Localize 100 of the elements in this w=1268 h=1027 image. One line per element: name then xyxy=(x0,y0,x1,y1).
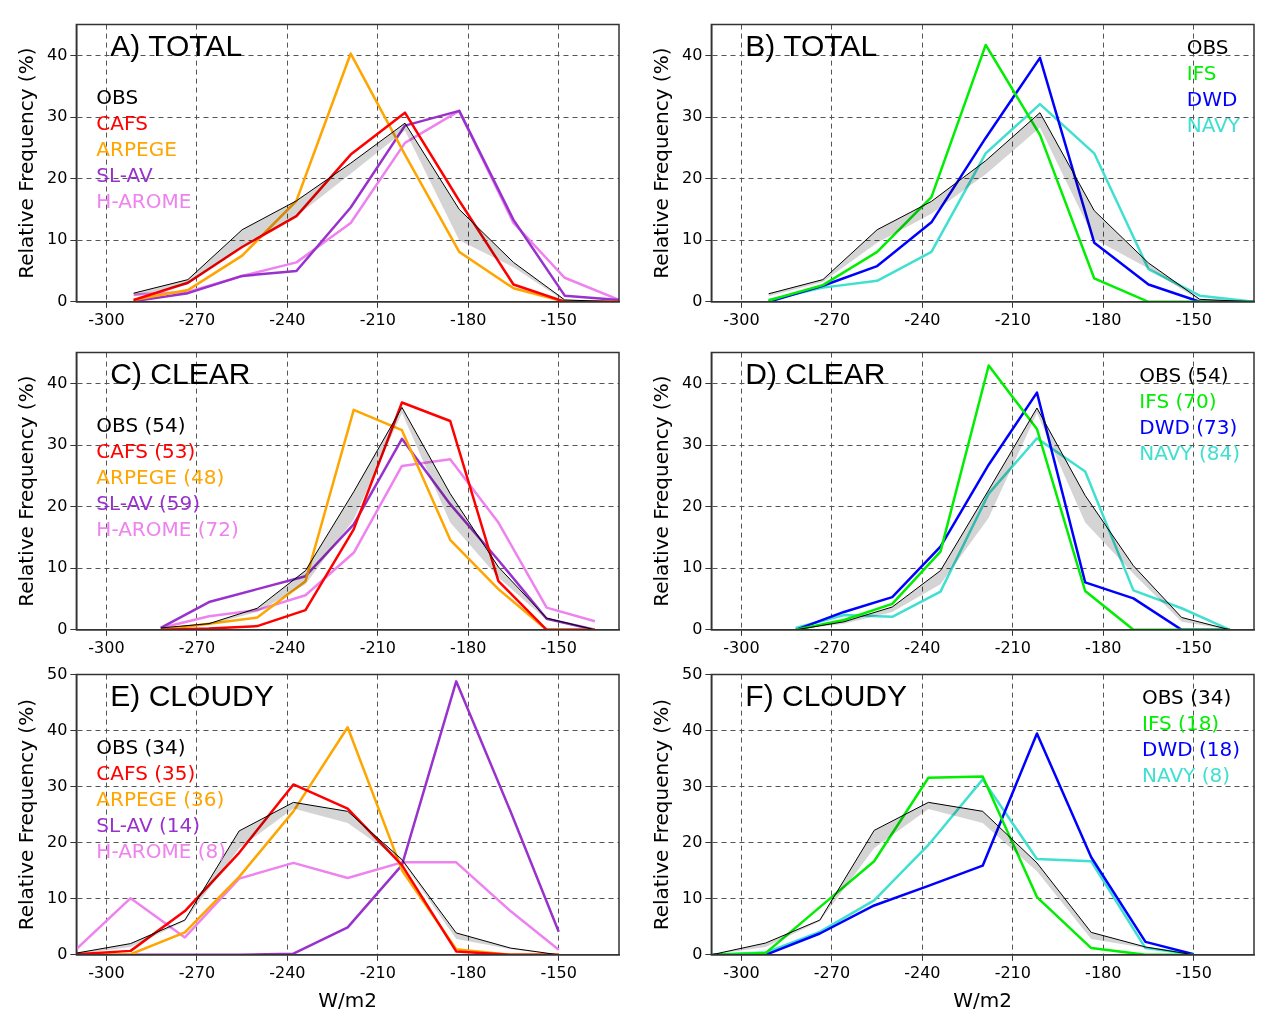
text: DWD (18) xyxy=(1142,736,1241,761)
y-tick-label: 20 xyxy=(47,495,68,515)
text: SL-AV (14) xyxy=(96,812,201,837)
x-tick-label: -150 xyxy=(540,962,577,982)
y-tick-label: 0 xyxy=(692,290,703,310)
y-tick-label: 40 xyxy=(682,372,703,392)
y-tick-label: 20 xyxy=(682,167,703,187)
y-tick-label: 40 xyxy=(47,372,68,392)
y-tick-label: 0 xyxy=(692,943,703,963)
y-tick-label: 20 xyxy=(682,495,703,515)
text: OBS (54) xyxy=(1139,362,1229,387)
chart-title: B) TOTAL xyxy=(745,28,878,62)
x-tick-label: -240 xyxy=(904,962,941,982)
y-tick-label: 30 xyxy=(682,106,703,126)
y-axis-title: Relative Frequency (%) xyxy=(14,699,39,931)
y-tick-label: 30 xyxy=(47,775,68,795)
text: OBS (34) xyxy=(1142,684,1232,709)
x-tick-label: -180 xyxy=(1085,962,1122,982)
text: ARPEGE (48) xyxy=(96,464,225,489)
x-tick-label: -270 xyxy=(178,962,216,982)
x-axis-title: W/m2 xyxy=(318,988,378,1013)
y-axis-title: Relative Frequency (%) xyxy=(14,47,39,279)
y-tick-label: 30 xyxy=(682,775,703,795)
y-tick-label: 10 xyxy=(47,229,68,249)
text: OBS xyxy=(96,84,139,109)
text: DWD xyxy=(1186,86,1238,111)
y-axis-title: Relative Frequency (%) xyxy=(14,375,39,607)
x-tick-label: -150 xyxy=(1175,309,1212,329)
x-tick-label: -270 xyxy=(813,637,851,657)
y-axis-title: Relative Frequency (%) xyxy=(649,47,674,279)
y-tick-label: 20 xyxy=(47,831,68,851)
x-tick-label: -300 xyxy=(88,637,125,657)
y-tick-label: 40 xyxy=(47,719,68,739)
x-tick-label: -210 xyxy=(994,309,1031,329)
y-axis-title: Relative Frequency (%) xyxy=(649,375,674,607)
chart-title: E) CLOUDY xyxy=(110,678,274,712)
x-tick-label: -180 xyxy=(450,962,487,982)
y-axis-title: Relative Frequency (%) xyxy=(649,699,674,931)
text: OBS (54) xyxy=(96,412,186,437)
y-tick-label: 10 xyxy=(682,229,703,249)
x-tick-label: -270 xyxy=(813,309,851,329)
x-tick-label: -210 xyxy=(994,637,1031,657)
y-tick-label: 0 xyxy=(692,618,703,638)
text: NAVY (84) xyxy=(1139,440,1241,465)
x-tick-label: -300 xyxy=(723,309,760,329)
x-tick-label: -150 xyxy=(540,637,577,657)
x-tick-label: -210 xyxy=(359,309,396,329)
text: DWD (73) xyxy=(1139,414,1238,439)
y-tick-label: 10 xyxy=(47,887,68,907)
x-tick-label: -240 xyxy=(904,637,941,657)
y-tick-label: 30 xyxy=(682,434,703,454)
x-tick-label: -210 xyxy=(359,637,396,657)
text: H-AROME xyxy=(96,188,192,213)
x-tick-label: -240 xyxy=(269,962,306,982)
x-tick-label: -150 xyxy=(540,309,577,329)
x-tick-label: -150 xyxy=(1175,962,1212,982)
x-tick-label: -180 xyxy=(1085,637,1122,657)
y-tick-label: 50 xyxy=(47,663,68,683)
x-tick-label: -180 xyxy=(450,309,487,329)
y-tick-label: 10 xyxy=(47,557,68,577)
x-tick-label: -240 xyxy=(269,637,306,657)
x-tick-label: -240 xyxy=(904,309,941,329)
x-tick-label: -270 xyxy=(813,962,851,982)
x-tick-label: -240 xyxy=(269,309,306,329)
text: NAVY xyxy=(1186,112,1241,137)
x-tick-label: -270 xyxy=(178,637,216,657)
text: H-AROME (72) xyxy=(96,516,239,541)
x-tick-label: -180 xyxy=(450,637,487,657)
y-tick-label: 0 xyxy=(57,290,68,310)
text: ARPEGE (36) xyxy=(96,786,225,811)
x-tick-label: -150 xyxy=(1175,637,1212,657)
text: CAFS (53) xyxy=(96,438,196,463)
x-axis-title: W/m2 xyxy=(953,988,1013,1013)
x-tick-label: -270 xyxy=(178,309,216,329)
text: IFS xyxy=(1186,60,1217,85)
x-tick-label: -300 xyxy=(88,962,125,982)
y-tick-label: 0 xyxy=(57,943,68,963)
text: CAFS (35) xyxy=(96,760,196,785)
x-tick-label: -210 xyxy=(994,962,1031,982)
text: CAFS xyxy=(96,110,148,135)
text: IFS (70) xyxy=(1139,388,1217,413)
y-tick-label: 50 xyxy=(682,663,703,683)
text: SL-AV (59) xyxy=(96,490,201,515)
chart-title: D) CLEAR xyxy=(745,356,886,390)
y-tick-label: 20 xyxy=(47,167,68,187)
chart-title: A) TOTAL xyxy=(110,28,243,62)
text: IFS (18) xyxy=(1142,710,1220,735)
text: SL-AV xyxy=(96,162,154,187)
series-label: H-AROME (8) xyxy=(96,838,227,863)
y-tick-label: 40 xyxy=(682,44,703,64)
y-tick-label: 10 xyxy=(682,887,703,907)
chart-title: F) CLOUDY xyxy=(745,678,908,712)
x-tick-label: -210 xyxy=(359,962,396,982)
y-tick-label: 40 xyxy=(47,44,68,64)
x-tick-label: -300 xyxy=(723,637,760,657)
text: OBS (34) xyxy=(96,734,186,759)
y-tick-label: 30 xyxy=(47,106,68,126)
y-tick-label: 10 xyxy=(682,557,703,577)
text: NAVY (8) xyxy=(1142,762,1230,787)
x-tick-label: -180 xyxy=(1085,309,1122,329)
